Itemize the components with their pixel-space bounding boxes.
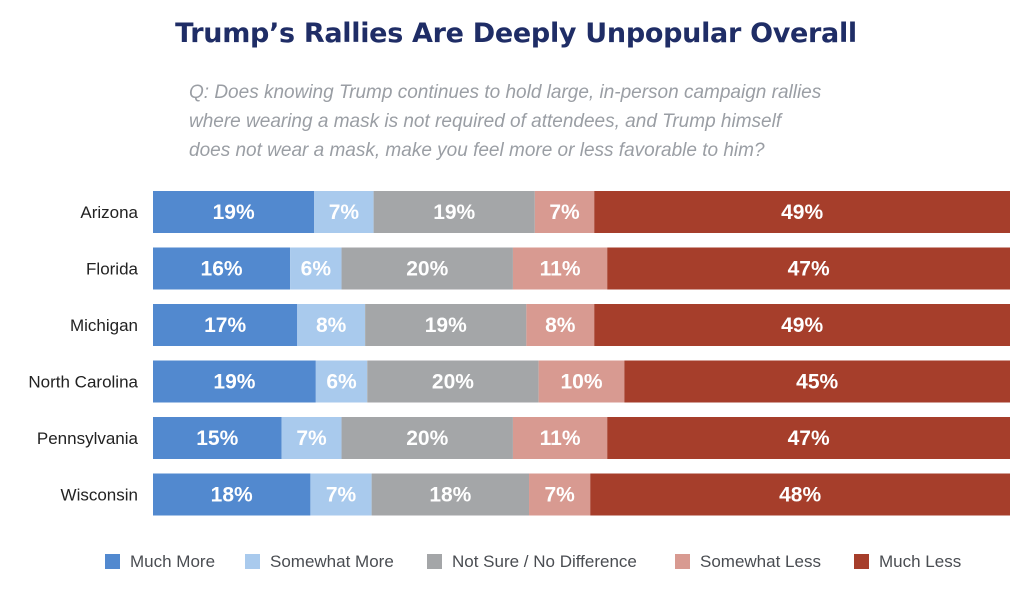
bar-segment-michigan-not-sure-no-difference (365, 304, 527, 346)
data-label-pennsylvania-somewhat-less: 11% (540, 427, 581, 450)
category-label-wisconsin: Wisconsin (61, 486, 138, 505)
bar-segment-arizona-much-less (594, 191, 1010, 233)
data-label-florida-much-less: 47% (788, 258, 830, 281)
data-label-michigan-much-less: 49% (781, 314, 823, 337)
data-label-florida-somewhat-less: 11% (540, 258, 581, 281)
legend-label: Somewhat More (270, 552, 394, 571)
bar-segment-pennsylvania-not-sure-no-difference (341, 417, 513, 459)
bar-segment-arizona-much-more (153, 191, 315, 233)
bar-segment-north-carolina-much-more (153, 360, 316, 403)
data-label-arizona-much-less: 49% (781, 201, 823, 224)
subtitle-line: Q: Does knowing Trump continues to hold … (189, 82, 822, 103)
bar-segment-north-carolina-not-sure-no-difference (367, 360, 539, 403)
bar-segment-florida-much-less (607, 247, 1010, 290)
bar-segment-wisconsin-much-less (590, 473, 1010, 516)
legend-label: Much Less (879, 552, 962, 571)
bar-segment-north-carolina-somewhat-more (315, 360, 368, 403)
data-label-north-carolina-somewhat-less: 10% (560, 371, 602, 394)
data-label-arizona-much-more: 19% (213, 201, 255, 224)
bar-segment-north-carolina-much-less (624, 360, 1010, 403)
stacked-bar-chart: Arizona 19% 7% 19% 7% 49% Florida 16% 6% 20% 11% 47… (28, 191, 1010, 516)
bar-segment-wisconsin-not-sure-no-difference (371, 473, 530, 516)
data-label-north-carolina-not-sure-no-difference: 20% (432, 371, 474, 394)
legend-swatch (427, 554, 442, 569)
data-label-pennsylvania-not-sure-no-difference: 20% (406, 427, 448, 450)
data-label-wisconsin-somewhat-more: 7% (326, 484, 357, 507)
data-label-florida-much-more: 16% (201, 258, 243, 281)
bar-segment-pennsylvania-somewhat-more (281, 417, 342, 459)
data-label-pennsylvania-much-more: 15% (196, 427, 238, 450)
data-label-wisconsin-much-more: 18% (211, 484, 253, 507)
legend-swatch (854, 554, 869, 569)
category-label-pennsylvania: Pennsylvania (37, 429, 139, 448)
data-label-north-carolina-much-less: 45% (796, 371, 838, 394)
category-label-north-carolina: North Carolina (28, 373, 138, 392)
chart-subtitle: Q: Does knowing Trump continues to hold … (189, 78, 889, 165)
bar-segment-wisconsin-somewhat-more (310, 473, 372, 516)
bar-segment-pennsylvania-somewhat-less (512, 417, 608, 459)
bar-segment-north-carolina-somewhat-less (538, 360, 625, 403)
bar-segment-arizona-not-sure-no-difference (373, 191, 535, 233)
data-label-arizona-somewhat-less: 7% (549, 201, 580, 224)
bar-segment-wisconsin-much-more (153, 473, 311, 516)
category-label-florida: Florida (86, 260, 139, 279)
bar-segment-florida-much-more (153, 247, 291, 290)
data-label-wisconsin-much-less: 48% (779, 484, 821, 507)
bar-segment-arizona-somewhat-more (314, 191, 374, 233)
bar-segment-michigan-somewhat-less (526, 304, 595, 346)
bar-segment-michigan-somewhat-more (297, 304, 366, 346)
chart-title: Trump’s Rallies Are Deeply Unpopular Ove… (175, 18, 857, 49)
category-label-michigan: Michigan (70, 316, 138, 335)
data-label-michigan-somewhat-less: 8% (545, 314, 576, 337)
data-label-florida-not-sure-no-difference: 20% (406, 258, 448, 281)
data-label-arizona-not-sure-no-difference: 19% (433, 201, 475, 224)
data-label-pennsylvania-much-less: 47% (788, 427, 830, 450)
subtitle-line: where wearing a mask is not required of … (189, 111, 782, 132)
legend-swatch (245, 554, 260, 569)
bar-segment-pennsylvania-much-more (153, 417, 282, 459)
legend-label: Somewhat Less (700, 552, 821, 571)
category-label-arizona: Arizona (80, 203, 138, 222)
data-label-michigan-somewhat-more: 8% (316, 314, 347, 337)
data-label-arizona-somewhat-more: 7% (329, 201, 360, 224)
legend-swatch (675, 554, 690, 569)
data-label-wisconsin-somewhat-less: 7% (544, 484, 575, 507)
bar-segment-michigan-much-less (594, 304, 1010, 346)
bar-segment-florida-not-sure-no-difference (341, 247, 513, 290)
data-label-michigan-not-sure-no-difference: 19% (425, 314, 467, 337)
data-label-wisconsin-not-sure-no-difference: 18% (429, 484, 471, 507)
legend-swatch (105, 554, 120, 569)
legend-label: Much More (130, 552, 216, 571)
bar-segment-pennsylvania-much-less (607, 417, 1010, 459)
bar-segment-arizona-somewhat-less (534, 191, 595, 233)
data-label-florida-somewhat-more: 6% (301, 258, 332, 281)
bar-segment-michigan-much-more (153, 304, 298, 346)
data-label-north-carolina-much-more: 19% (213, 371, 255, 394)
data-label-north-carolina-somewhat-more: 6% (326, 371, 357, 394)
subtitle-line: does not wear a mask, make you feel more… (189, 140, 765, 161)
chart-legend: Much More Somewhat More Not Sure / No Di… (0, 551, 1032, 573)
bar-segment-wisconsin-somewhat-less (529, 473, 591, 516)
data-label-michigan-much-more: 17% (204, 314, 246, 337)
bar-segment-florida-somewhat-more (290, 247, 342, 290)
legend-label: Not Sure / No Difference (452, 552, 637, 571)
data-label-pennsylvania-somewhat-more: 7% (296, 427, 327, 450)
bar-segment-florida-somewhat-less (512, 247, 608, 290)
